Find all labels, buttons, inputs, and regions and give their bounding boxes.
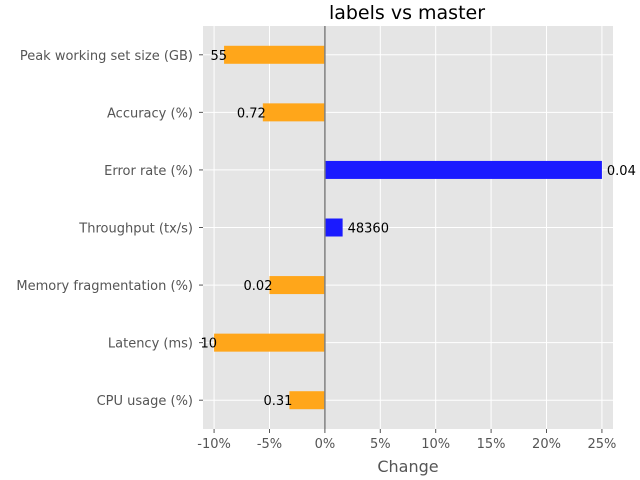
y-tick-label: Latency (ms)	[108, 337, 193, 352]
data-label: 0.31	[263, 394, 292, 409]
x-axis-title: Change	[377, 457, 438, 476]
data-label: 10	[201, 337, 218, 352]
data-label: 48360	[348, 222, 389, 237]
data-labels: 55 0.72 0.04 48360 0.02 10 0.31	[201, 49, 636, 409]
x-tick-label: -10%	[197, 437, 231, 452]
bar	[324, 218, 343, 237]
bar	[289, 391, 325, 410]
x-tick-label: 10%	[421, 437, 450, 452]
y-tick-label: CPU usage (%)	[97, 394, 193, 409]
y-axis: Peak working set size (GB) Accuracy (%) Er…	[16, 49, 203, 409]
y-tick-label: Accuracy (%)	[107, 106, 193, 121]
bar	[224, 45, 325, 64]
y-tick-label: Memory fragmentation (%)	[16, 279, 193, 294]
bars	[214, 45, 602, 410]
data-label: 0.72	[237, 106, 266, 121]
x-axis: -10% -5% 0% 5% 10% 15% 20% 25%	[197, 429, 616, 452]
x-tick-label: 25%	[587, 437, 616, 452]
chart-title: labels vs master	[329, 2, 485, 24]
bar	[262, 103, 325, 122]
x-tick-label: -5%	[257, 437, 282, 452]
y-tick-label: Throughput (tx/s)	[78, 222, 193, 237]
bar	[269, 276, 325, 295]
data-label: 55	[211, 49, 228, 64]
data-label: 0.02	[244, 279, 273, 294]
x-tick-label: 5%	[370, 437, 391, 452]
y-tick-label: Error rate (%)	[104, 164, 193, 179]
x-tick-label: 0%	[315, 437, 336, 452]
x-tick-label: 15%	[477, 437, 506, 452]
bar	[324, 160, 602, 179]
x-tick-label: 20%	[532, 437, 561, 452]
y-tick-label: Peak working set size (GB)	[20, 49, 193, 64]
data-label: 0.04	[607, 164, 636, 179]
bar	[214, 333, 325, 352]
